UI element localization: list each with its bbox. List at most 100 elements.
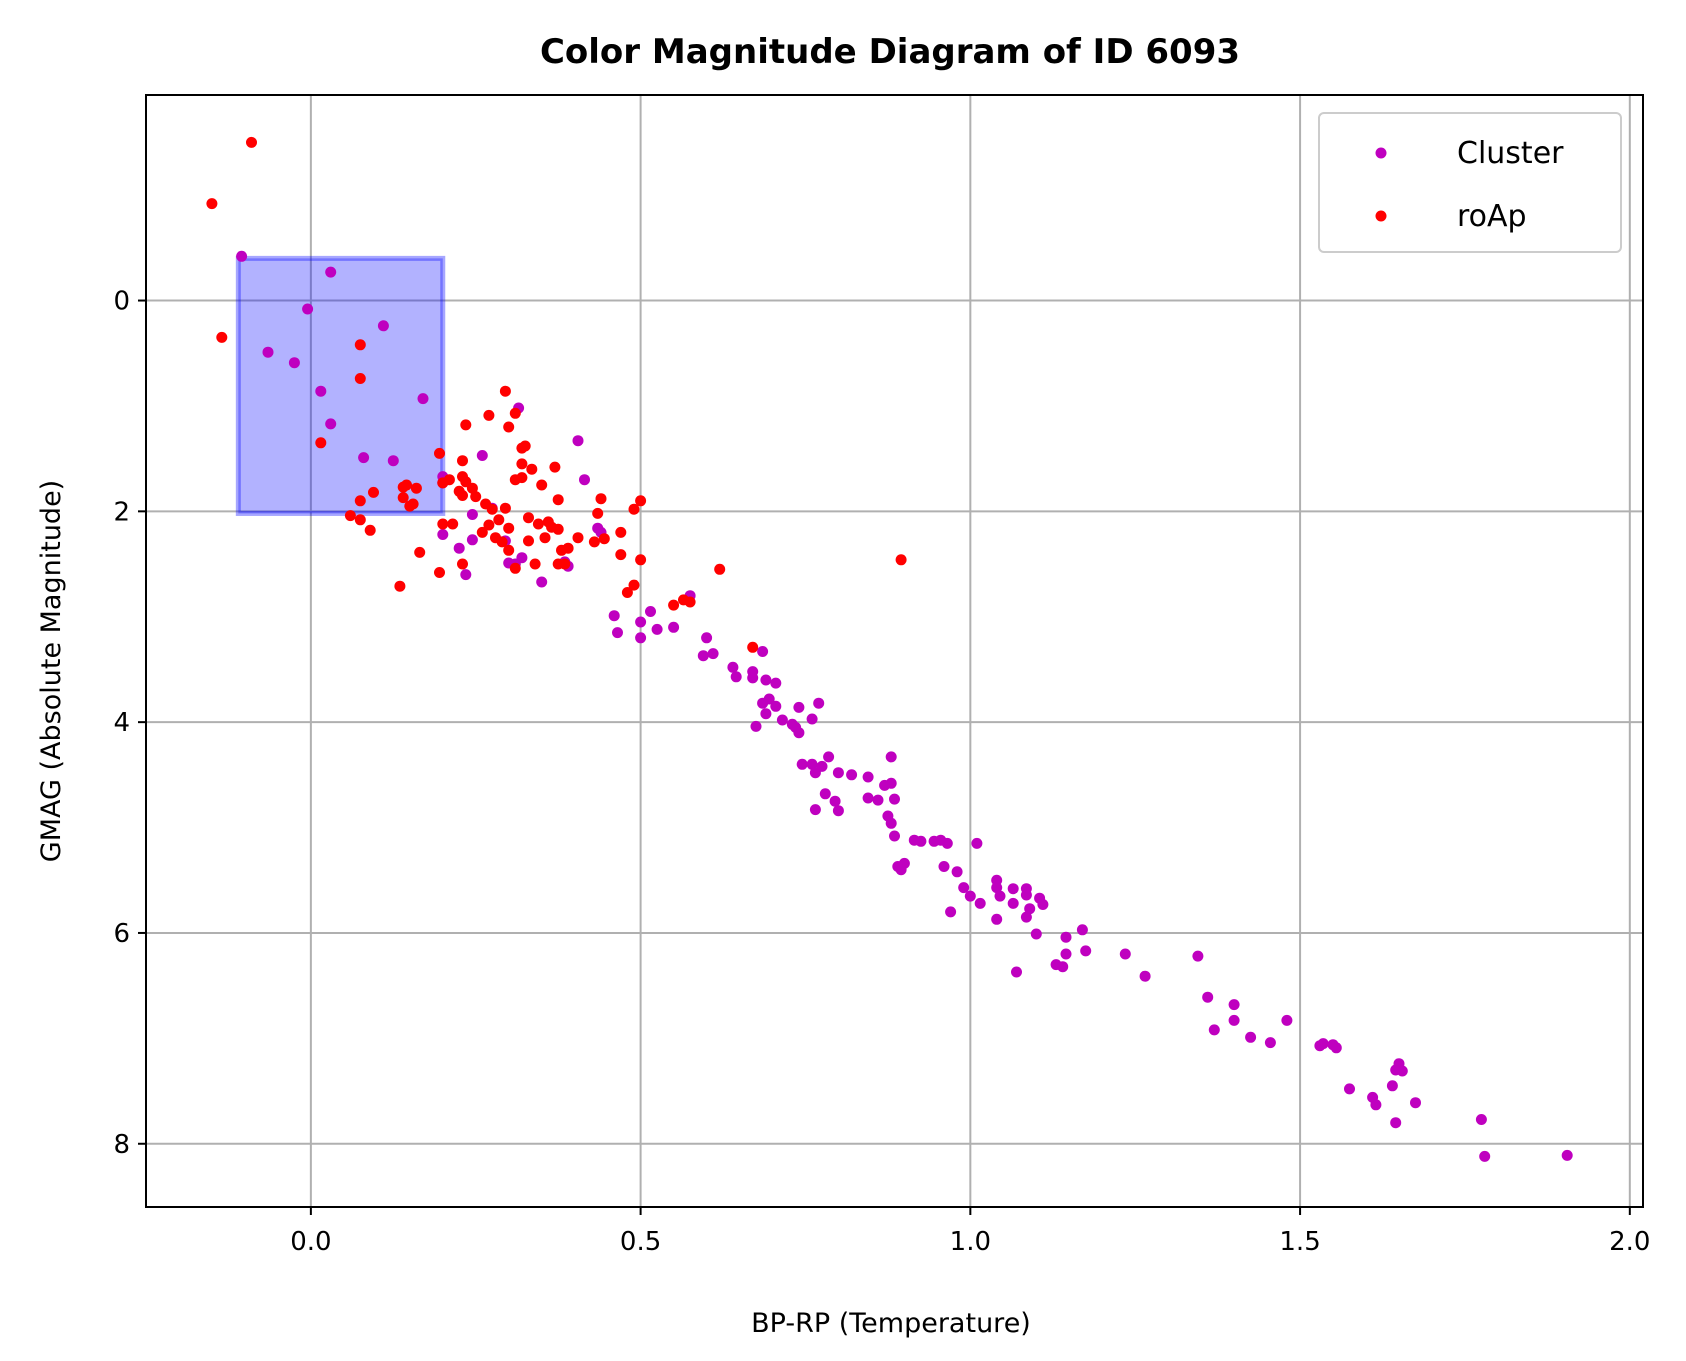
cluster-point bbox=[951, 866, 963, 878]
roap-point bbox=[483, 409, 495, 421]
cluster-point bbox=[730, 671, 742, 683]
cluster-point bbox=[816, 760, 828, 772]
cluster-point bbox=[885, 817, 897, 829]
x-axis-label: BP-RP (Temperature) bbox=[751, 1308, 1031, 1339]
roap-point bbox=[562, 542, 574, 554]
cluster-point bbox=[885, 777, 897, 789]
cluster-point bbox=[1076, 924, 1088, 936]
roap-point bbox=[536, 479, 548, 491]
cluster-point bbox=[770, 700, 782, 712]
cluster-point bbox=[453, 542, 465, 554]
roap-point bbox=[523, 535, 534, 547]
cluster-point bbox=[846, 769, 858, 781]
cluster-point bbox=[1396, 1065, 1408, 1077]
roap-point bbox=[216, 331, 228, 343]
cluster-point bbox=[1475, 1114, 1487, 1125]
cluster-point bbox=[872, 794, 884, 806]
cluster-point bbox=[460, 569, 472, 581]
roap-point bbox=[246, 136, 257, 148]
roap-point bbox=[354, 514, 366, 526]
cluster-point bbox=[651, 623, 663, 635]
roap-point bbox=[493, 514, 505, 526]
cluster-point bbox=[608, 610, 620, 622]
cluster-point bbox=[1060, 931, 1072, 943]
cluster-point bbox=[536, 576, 548, 588]
roap-point bbox=[476, 526, 488, 538]
cluster-point bbox=[466, 534, 478, 546]
roap-point bbox=[499, 385, 511, 397]
roap-point bbox=[592, 507, 604, 519]
cluster-point bbox=[832, 767, 844, 779]
roap-point bbox=[437, 518, 449, 530]
roap-point bbox=[483, 519, 495, 531]
roap-point bbox=[516, 458, 528, 470]
roap-point bbox=[354, 339, 366, 351]
cluster-point bbox=[885, 751, 897, 763]
cluster-point bbox=[747, 672, 759, 684]
cluster-point bbox=[1410, 1097, 1421, 1109]
legend-marker-roap bbox=[1375, 210, 1387, 222]
cluster-point bbox=[437, 529, 449, 540]
x-tick-label: 2.0 bbox=[1609, 1227, 1650, 1257]
cluster-point bbox=[315, 385, 327, 397]
cluster-point bbox=[236, 250, 248, 262]
cluster-point bbox=[387, 455, 399, 467]
cluster-point bbox=[288, 357, 300, 369]
roap-point bbox=[364, 524, 376, 536]
cluster-point bbox=[1030, 928, 1042, 940]
roap-point bbox=[549, 461, 561, 473]
x-axis-ticks: 0.0 0.5 1.0 1.5 2.0 bbox=[290, 1207, 1650, 1257]
roap-point bbox=[539, 532, 551, 544]
cluster-point bbox=[862, 792, 874, 804]
roap-point bbox=[447, 518, 459, 530]
cluster-point bbox=[697, 650, 709, 662]
cluster-point bbox=[750, 720, 762, 732]
cluster-point bbox=[1330, 1042, 1342, 1054]
roap-point bbox=[552, 523, 564, 535]
cluster-point bbox=[727, 661, 739, 673]
x-tick-label: 0.0 bbox=[290, 1227, 331, 1257]
cluster-point bbox=[466, 509, 478, 520]
y-axis-ticks: 0 2 4 6 8 bbox=[113, 287, 146, 1160]
cluster-point bbox=[325, 266, 337, 278]
roap-point bbox=[519, 440, 531, 452]
cluster-point bbox=[760, 674, 772, 686]
cluster-point bbox=[776, 714, 788, 726]
roap-point bbox=[595, 493, 607, 505]
cluster-point bbox=[994, 890, 1006, 902]
legend-label-cluster: Cluster bbox=[1457, 136, 1564, 171]
cluster-point bbox=[991, 913, 1003, 925]
roap-point bbox=[503, 522, 515, 534]
roap-point bbox=[532, 518, 544, 530]
roap-point bbox=[621, 587, 633, 598]
cluster-point bbox=[377, 320, 389, 332]
cluster-point bbox=[707, 648, 719, 660]
roap-point bbox=[598, 533, 610, 545]
cluster-point bbox=[1060, 948, 1072, 960]
cluster-point bbox=[572, 435, 584, 447]
grid bbox=[146, 95, 1643, 1207]
roap-series bbox=[206, 136, 907, 653]
roap-point bbox=[628, 579, 640, 591]
legend-marker-cluster bbox=[1375, 147, 1387, 159]
roap-point bbox=[499, 502, 511, 514]
roap-point bbox=[206, 198, 218, 210]
roap-point bbox=[635, 495, 647, 507]
plot-area-frame bbox=[145, 94, 1644, 1208]
roap-point bbox=[572, 532, 584, 544]
cluster-point bbox=[790, 721, 802, 733]
roap-point bbox=[434, 447, 445, 459]
x-tick-label: 1.0 bbox=[950, 1227, 991, 1257]
cluster-point bbox=[1007, 897, 1019, 909]
roap-point bbox=[457, 471, 468, 483]
roap-point bbox=[414, 546, 426, 558]
cluster-point bbox=[941, 837, 953, 849]
legend: Cluster roAp bbox=[1318, 112, 1622, 253]
legend-box bbox=[1318, 112, 1622, 253]
cluster-point bbox=[958, 882, 970, 894]
cluster-series bbox=[236, 250, 1573, 1162]
cluster-point bbox=[1020, 911, 1032, 923]
cluster-point bbox=[889, 830, 900, 842]
roap-point bbox=[503, 544, 515, 556]
y-tick-label: 6 bbox=[113, 919, 130, 949]
